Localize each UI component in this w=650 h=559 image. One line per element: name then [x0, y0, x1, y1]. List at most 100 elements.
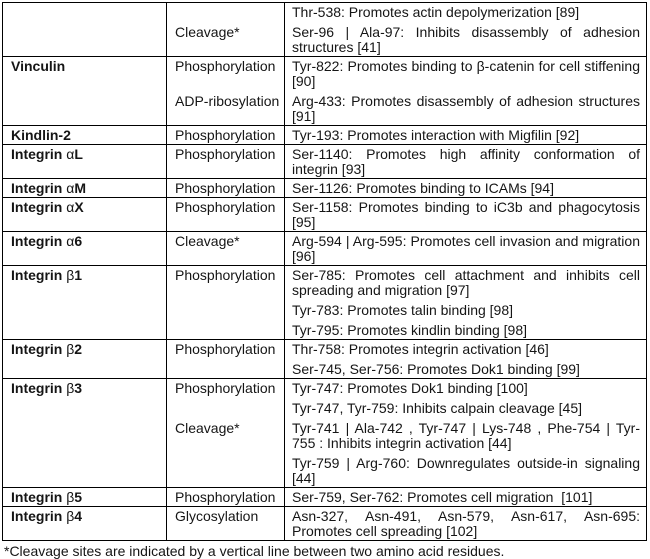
- modification-type: [167, 299, 284, 319]
- table-row: Integrin α6 Cleavage* Arg-594 | Arg-595: P…: [3, 231, 646, 265]
- greek-letter: β: [66, 380, 75, 396]
- protein-name: Integrin β4: [3, 507, 166, 540]
- table-row: Kindlin-2 Phosphorylation Tyr-193: Promote…: [3, 125, 646, 144]
- protein-name-text: Integrin: [11, 341, 67, 357]
- greek-letter: β: [66, 267, 75, 283]
- protein-name-suffix: M: [74, 180, 86, 196]
- table-row: Integrin β1 Phosphorylation Ser-785: Promo…: [3, 265, 646, 339]
- protein-name-suffix: 3: [74, 380, 83, 396]
- modification-description: Tyr-759 | Arg-760: Downregulates outside…: [284, 452, 646, 487]
- protein-name: Integrin β2: [3, 340, 166, 378]
- protein-name-suffix: 1: [74, 267, 83, 283]
- modification-entries: Phosphorylation Tyr-193: Promotes interac…: [166, 126, 646, 144]
- modification-type: Phosphorylation: [175, 146, 276, 162]
- modification-entries: Thr-538: Promotes actin depolymerization…: [166, 3, 646, 56]
- table-row: Vinculin Phosphorylation Tyr-822: Promotes…: [3, 56, 646, 125]
- modification-description: Ser-1126: Promotes binding to ICAMs [94]: [284, 179, 646, 197]
- protein-name: Integrin αM: [3, 179, 166, 197]
- modification-entries: Phosphorylation Tyr-822: Promotes binding…: [166, 57, 646, 125]
- modification-description: Ser-1140: Promotes high affinity conform…: [284, 145, 646, 178]
- protein-name: Integrin β3: [3, 379, 166, 487]
- protein-name-text: Integrin: [11, 199, 67, 215]
- modification-description: Tyr-795: Promotes kindlin binding [98]: [284, 319, 646, 339]
- modification-description: Asn-327, Asn-491, Asn-579, Asn-617, Asn-…: [284, 507, 646, 540]
- protein-name: Vinculin: [3, 57, 166, 125]
- table-row: Integrin αL Phosphorylation Ser-1140: Prom…: [3, 144, 646, 178]
- protein-name-text: Vinculin: [11, 58, 66, 74]
- modification-type: Glycosylation: [175, 508, 259, 524]
- modification-entries: Phosphorylation Tyr-747: Promotes Dok1 bi…: [166, 379, 646, 487]
- protein-name: Integrin β5: [3, 488, 166, 506]
- modification-entries: Phosphorylation Ser-1158: Promotes bindin…: [166, 198, 646, 231]
- table-row: Integrin β4 Glycosylation Asn-327, Asn-491…: [3, 506, 646, 540]
- table-row: Integrin αM Phosphorylation Ser-1126: Prom…: [3, 178, 646, 197]
- footnote: *Cleavage sites are indicated by a verti…: [4, 543, 505, 559]
- greek-letter: β: [66, 341, 75, 357]
- modification-description: Ser-785: Promotes cell attachment and in…: [284, 266, 646, 299]
- protein-name-suffix: 4: [74, 508, 83, 524]
- modification-entries: Glycosylation Asn-327, Asn-491, Asn-579, …: [166, 507, 646, 540]
- table-row: Integrin β3 Phosphorylation Tyr-747: Promo…: [3, 378, 646, 487]
- protein-name-suffix: 5: [74, 489, 83, 505]
- modification-entries: Phosphorylation Ser-1140: Promotes high a…: [166, 145, 646, 178]
- greek-letter: α: [66, 180, 75, 196]
- protein-name-suffix: L: [74, 146, 83, 162]
- modification-entries: Cleavage* Arg-594 | Arg-595: Promotes cel…: [166, 232, 646, 265]
- ptm-table: Thr-538: Promotes actin depolymerization…: [2, 2, 647, 541]
- protein-name: Integrin α6: [3, 232, 166, 265]
- protein-name-suffix: 6: [74, 233, 83, 249]
- protein-name-text: Integrin: [11, 508, 67, 524]
- modification-entries: Phosphorylation Ser-1126: Promotes bindin…: [166, 179, 646, 197]
- protein-name: Integrin αX: [3, 198, 166, 231]
- protein-name-text: Integrin: [11, 267, 67, 283]
- modification-type: Phosphorylation: [175, 180, 276, 196]
- modification-description: Ser-1158: Promotes binding to iC3b and p…: [284, 198, 646, 231]
- modification-description: Ser-759, Ser-762: Promotes cell migratio…: [284, 488, 646, 506]
- modification-type: Phosphorylation: [175, 267, 276, 283]
- protein-name-text: Integrin: [11, 180, 67, 196]
- modification-type: Cleavage*: [175, 420, 240, 436]
- protein-name: Kindlin-2: [3, 126, 166, 144]
- table-row: Integrin β5 Phosphorylation Ser-759, Ser-7…: [3, 487, 646, 506]
- greek-letter: α: [66, 233, 75, 249]
- modification-description: Arg-433: Promotes disassembly of adhesio…: [284, 90, 646, 125]
- modification-description: Tyr-822: Promotes binding to β-catenin f…: [284, 57, 646, 90]
- protein-name-text: Integrin: [11, 233, 67, 249]
- modification-description: Tyr-747: Promotes Dok1 binding [100]: [284, 379, 646, 397]
- modification-type: [167, 358, 284, 378]
- modification-entries: Phosphorylation Ser-759, Ser-762: Promote…: [166, 488, 646, 506]
- modification-type: [167, 3, 284, 21]
- table-row: Integrin αX Phosphorylation Ser-1158: Prom…: [3, 197, 646, 231]
- modification-description: Thr-758: Promotes integrin activation [4…: [284, 340, 646, 358]
- modification-type: Phosphorylation: [175, 341, 276, 357]
- modification-description: Tyr-747, Tyr-759: Inhibits calpain cleav…: [284, 397, 646, 417]
- modification-type: Cleavage*: [175, 233, 240, 249]
- modification-description: Arg-594 | Arg-595: Promotes cell invasio…: [284, 232, 646, 265]
- modification-type: [167, 319, 284, 339]
- modification-description: Thr-538: Promotes actin depolymerization…: [284, 3, 646, 21]
- greek-letter: α: [66, 199, 75, 215]
- modification-type: [167, 452, 284, 487]
- protein-name-suffix: X: [74, 199, 84, 215]
- protein-name: Integrin β1: [3, 266, 166, 339]
- protein-name-text: Integrin: [11, 380, 67, 396]
- greek-letter: α: [66, 146, 75, 162]
- modification-type: [167, 397, 284, 417]
- modification-entries: Phosphorylation Ser-785: Promotes cell at…: [166, 266, 646, 339]
- modification-description: Tyr-783: Promotes talin binding [98]: [284, 299, 646, 319]
- modification-description: Tyr-193: Promotes interaction with Migfi…: [284, 126, 646, 144]
- modification-description: Ser-745, Ser-756: Promotes Dok1 binding …: [284, 358, 646, 378]
- greek-letter: β: [66, 508, 75, 524]
- protein-name-text: Integrin: [11, 146, 67, 162]
- protein-name-text: Integrin: [11, 489, 67, 505]
- modification-type: Phosphorylation: [175, 127, 276, 143]
- protein-name: Integrin αL: [3, 145, 166, 178]
- modification-type: Phosphorylation: [175, 489, 276, 505]
- modification-type: Phosphorylation: [175, 380, 276, 396]
- table-row: Thr-538: Promotes actin depolymerization…: [3, 3, 646, 56]
- protein-name-suffix: 2: [74, 341, 83, 357]
- modification-type: Phosphorylation: [175, 58, 276, 74]
- modification-description: Tyr-741 | Ala-742 , Tyr-747 | Lys-748 , …: [284, 417, 646, 452]
- greek-letter: β: [66, 489, 75, 505]
